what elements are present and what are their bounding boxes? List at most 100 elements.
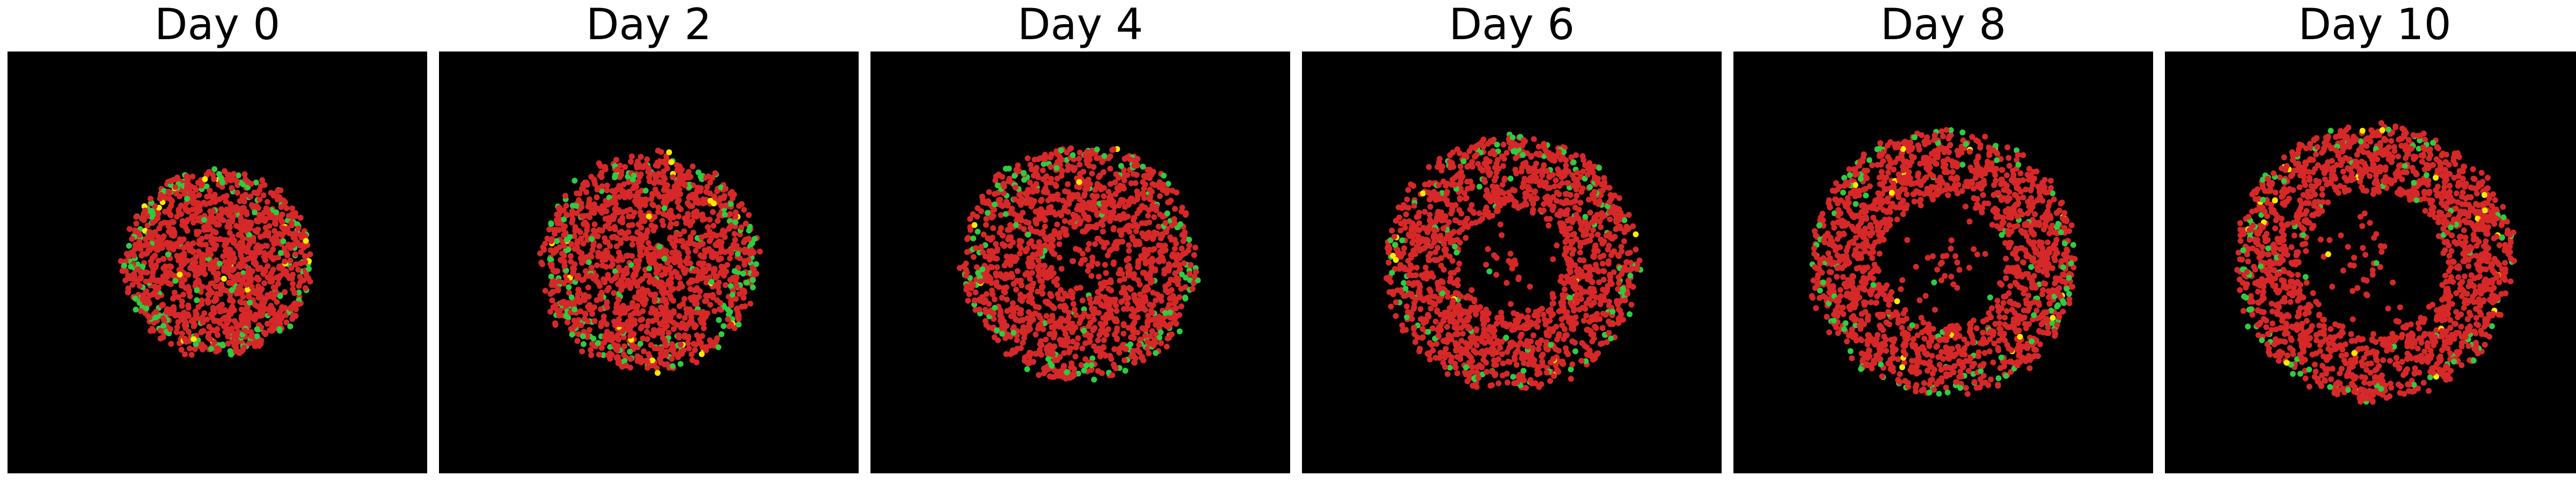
- cell-red: [241, 344, 247, 350]
- scatter-plot-area: [8, 52, 427, 473]
- cell-red: [662, 325, 668, 331]
- cell-red: [1075, 215, 1081, 221]
- cell-green: [216, 260, 223, 267]
- cell-red: [207, 193, 213, 199]
- cell-red: [118, 258, 124, 264]
- cell-red: [1091, 316, 1097, 323]
- cell-red: [214, 326, 221, 332]
- cell-red: [661, 296, 667, 303]
- cell-red: [591, 208, 597, 214]
- cell-red: [157, 238, 164, 245]
- panel-title: Day 2: [586, 0, 712, 49]
- cell-red: [1069, 374, 1075, 380]
- cell-red: [1173, 305, 1179, 311]
- cell-red: [274, 299, 280, 305]
- cell-red: [601, 339, 608, 346]
- cell-red: [1426, 164, 1432, 170]
- cell-red: [1079, 297, 1086, 304]
- cell-red: [160, 334, 166, 340]
- cell-green: [121, 262, 127, 269]
- cell-red: [125, 253, 131, 260]
- cell-red: [582, 232, 589, 238]
- cell-red: [198, 268, 204, 274]
- cell-red: [654, 159, 661, 166]
- cell-red: [1135, 330, 1141, 336]
- cell-red: [629, 241, 635, 248]
- cell-red: [160, 255, 166, 262]
- cell-green: [568, 294, 575, 301]
- cell-red: [701, 298, 708, 304]
- cell-red: [618, 237, 624, 244]
- cell-red: [703, 347, 709, 354]
- cell-red: [1060, 197, 1066, 204]
- cell-red: [587, 306, 593, 312]
- cell-red: [1036, 242, 1043, 248]
- cell-red: [213, 297, 218, 304]
- cell-red: [247, 313, 253, 319]
- cell-red: [1098, 219, 1104, 225]
- cell-green: [992, 305, 998, 311]
- cell-yellow: [699, 351, 705, 357]
- cell-red: [268, 254, 274, 260]
- cell-red: [549, 297, 555, 304]
- cell-red: [1077, 171, 1084, 177]
- cell-red: [596, 160, 602, 166]
- cell-red: [149, 233, 156, 240]
- cell-red: [1038, 352, 1044, 358]
- cell-red: [679, 238, 685, 244]
- cell-red: [612, 309, 619, 316]
- cell-red: [210, 269, 217, 276]
- cell-red: [1166, 302, 1172, 308]
- cell-green: [165, 251, 171, 258]
- cell-yellow: [177, 272, 183, 278]
- cell-red: [564, 277, 570, 283]
- cell-red: [603, 223, 609, 230]
- cell-green: [735, 321, 742, 328]
- cell-red: [1135, 193, 1141, 199]
- cell-green: [126, 243, 132, 249]
- cell-red: [757, 248, 763, 255]
- cell-red: [292, 306, 299, 312]
- cell-green: [252, 209, 258, 216]
- cell-red: [601, 313, 607, 320]
- cell-red: [144, 269, 150, 276]
- cell-red: [1082, 152, 1088, 159]
- cell-red: [1038, 284, 1045, 290]
- cell-red: [1107, 210, 1113, 216]
- cell-red: [697, 188, 704, 194]
- cell-red: [728, 302, 735, 309]
- cell-red: [579, 204, 585, 210]
- cell-red: [247, 237, 253, 243]
- cell-red: [674, 167, 680, 173]
- cell-red: [1079, 202, 1085, 209]
- cell-red: [609, 255, 615, 262]
- cell-red: [561, 253, 567, 259]
- cell-red: [292, 210, 298, 216]
- cell-red: [1018, 317, 1024, 323]
- cell-green: [721, 211, 728, 218]
- cell-red: [262, 218, 268, 224]
- cell-red: [189, 191, 196, 197]
- cell-red: [272, 220, 278, 226]
- cell-red: [125, 289, 131, 295]
- cell-red: [211, 194, 217, 200]
- cell-red: [574, 275, 580, 281]
- cell-red: [1043, 313, 1050, 319]
- cell-red: [281, 229, 288, 236]
- cell-red: [1186, 242, 1192, 248]
- cell-red: [1580, 169, 1586, 174]
- panel-title: Day 6: [1448, 0, 1575, 49]
- cell-red: [972, 245, 979, 251]
- cell-red: [191, 213, 197, 219]
- cell-red: [207, 187, 213, 194]
- cell-red: [667, 235, 674, 241]
- cell-red: [720, 264, 726, 270]
- cell-red: [148, 245, 154, 251]
- cell-red: [596, 226, 603, 233]
- cell-red: [248, 283, 255, 290]
- cell-red: [282, 258, 288, 265]
- cell-red: [671, 193, 678, 200]
- cell-green: [228, 352, 235, 358]
- cell-red: [1033, 221, 1040, 227]
- cell-red: [182, 224, 189, 231]
